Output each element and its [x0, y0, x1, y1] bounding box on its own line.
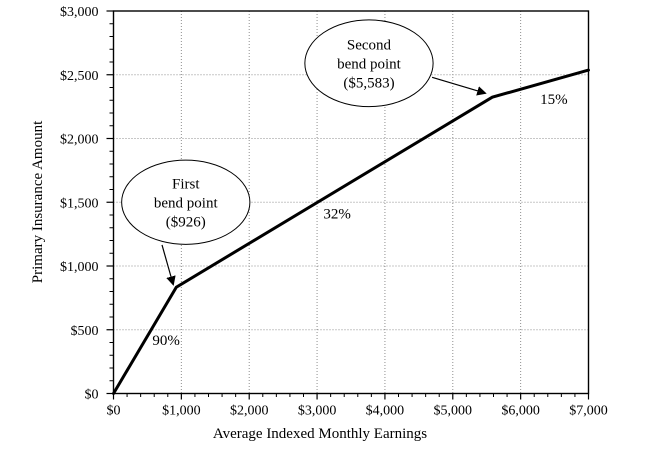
x-tick-label: $1,000: [162, 404, 201, 419]
x-tick-label: $7,000: [569, 404, 608, 419]
y-tick-label: $0: [85, 388, 99, 403]
second-bend-point-annotation: Second bend point ($5,583): [304, 19, 487, 108]
pia-benefit-line: [112, 68, 590, 395]
bend-point-annotations: First bend point ($926) Second bend point ($5…: [121, 19, 487, 286]
y-tick-label: $500: [71, 324, 99, 339]
x-tick-label: $6,000: [501, 404, 540, 419]
annotation-text-line: ($926): [166, 214, 206, 230]
segment-rate-label: 32%: [323, 207, 351, 223]
y-axis-title: Primary Insurance Amount: [30, 120, 46, 283]
annotation-ellipse: [121, 159, 251, 245]
y-tick-label: $2,000: [60, 133, 99, 148]
plot-frame: [112, 10, 590, 395]
x-tick-label: $0: [107, 404, 121, 419]
x-tick-label: $4,000: [366, 404, 405, 419]
segment-rate-labels: 90% 32% 15%: [152, 92, 567, 349]
annotation-text-line: First: [172, 176, 200, 192]
annotation-text-line: bend point: [154, 195, 219, 211]
annotation-arrow: [161, 244, 176, 286]
y-tick-label: $2,500: [60, 69, 99, 84]
segment-rate-label: 15%: [540, 92, 568, 108]
y-tick-label: $1,500: [60, 196, 99, 211]
x-axis-title: Average Indexed Monthly Earnings: [213, 426, 427, 442]
y-tick-label: $3,000: [60, 5, 99, 20]
y-tick-label: $1,000: [60, 260, 99, 275]
annotation-ellipse: [304, 19, 434, 108]
annotation-arrow: [431, 76, 487, 96]
x-tick-label: $3,000: [298, 404, 337, 419]
x-tick-label: $2,000: [230, 404, 269, 419]
x-tick-label: $5,000: [434, 404, 473, 419]
segment-rate-label: 90%: [152, 333, 180, 349]
annotation-text-line: bend point: [337, 56, 402, 72]
annotation-text-line: Second: [347, 37, 392, 53]
tick-labels: $0 $1,000 $2,000 $3,000 $4,000 $5,000 $6,000 $7…: [60, 5, 608, 419]
first-bend-point-annotation: First bend point ($926): [121, 159, 251, 286]
annotation-text-line: ($5,583): [343, 75, 394, 91]
